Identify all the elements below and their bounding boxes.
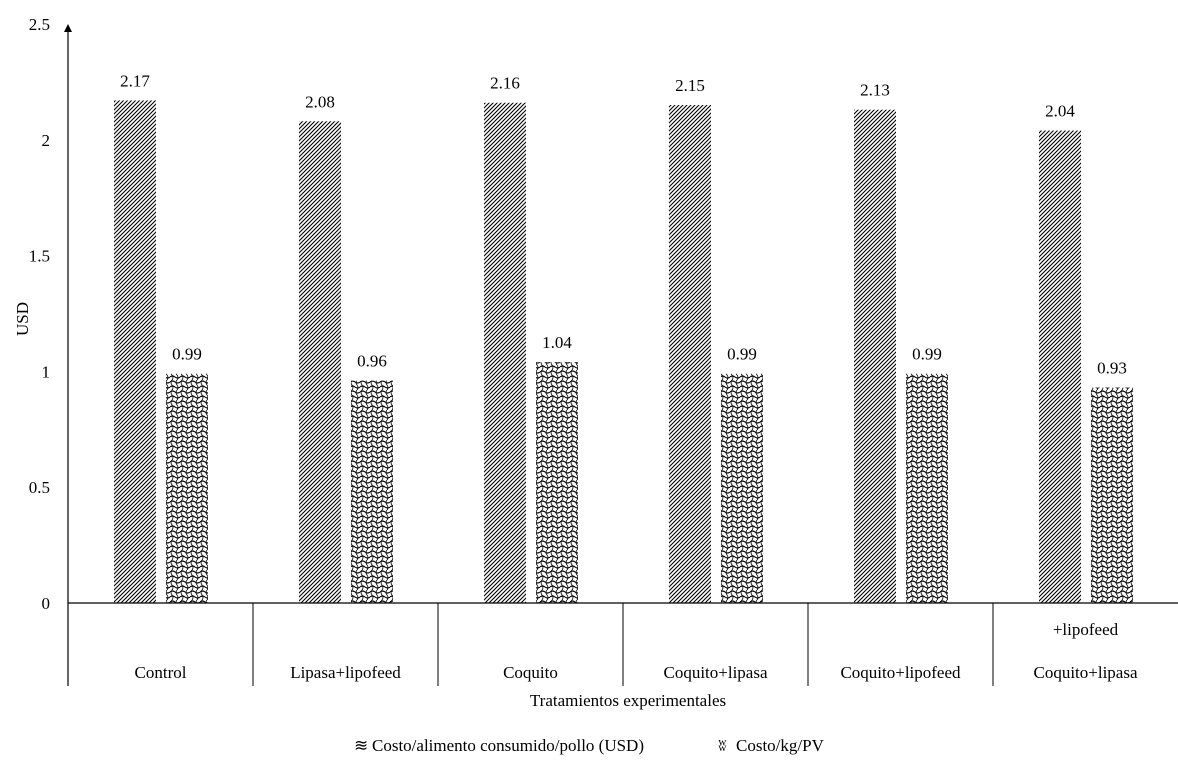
data-labels-group: 2.17 2.08 2.16 2.15 2.13 2.04 0.99 0.96 1.04 0.99… xyxy=(120,71,1127,377)
y-tick-label: 1 xyxy=(42,362,51,381)
legend: ≋ Costo/alimento consumido/pollo (USD) ʬ Co… xyxy=(354,736,825,755)
bar xyxy=(536,362,578,603)
bar xyxy=(1091,387,1133,603)
y-axis-ticks: 0 0.5 1 1.5 2 2.5 xyxy=(29,15,50,613)
y-tick-label: 2.5 xyxy=(29,15,50,34)
legend-marker-wave: ʬ xyxy=(718,736,727,755)
category-label: Coquito+lipasa xyxy=(1033,663,1137,682)
category-label: Coquito xyxy=(503,663,558,682)
category-labels-group: Control Lipasa+lipofeed Coquito Coquito+lip… xyxy=(135,620,1138,682)
data-label: 2.17 xyxy=(120,71,150,90)
bar xyxy=(166,373,208,603)
bar xyxy=(854,109,896,603)
bar xyxy=(721,373,763,603)
data-label: 0.99 xyxy=(912,345,942,364)
category-label: Control xyxy=(135,663,187,682)
data-label: 2.08 xyxy=(305,92,335,111)
data-label: 0.99 xyxy=(727,345,757,364)
legend-label: Costo/kg/PV xyxy=(736,736,825,755)
category-label: +lipofeed xyxy=(1053,620,1119,639)
bar xyxy=(484,102,526,603)
y-tick-label: 2 xyxy=(42,131,51,150)
bar xyxy=(906,373,948,603)
bar xyxy=(351,380,393,603)
data-label: 0.93 xyxy=(1097,359,1127,378)
category-label: Coquito+lipofeed xyxy=(840,663,961,682)
data-label: 2.13 xyxy=(860,81,890,100)
data-label: 1.04 xyxy=(542,333,572,352)
data-label: 2.16 xyxy=(490,74,520,93)
y-tick-label: 0 xyxy=(42,594,51,613)
axes-group xyxy=(64,24,1178,686)
y-axis-title: USD xyxy=(13,302,32,336)
data-label: 0.96 xyxy=(357,352,387,371)
data-label: 0.99 xyxy=(172,345,202,364)
bar xyxy=(669,105,711,603)
bar xyxy=(1039,130,1081,603)
y-axis-arrow xyxy=(64,24,72,32)
legend-label: Costo/alimento consumido/pollo (USD) xyxy=(372,736,644,755)
category-label: Coquito+lipasa xyxy=(663,663,767,682)
data-label: 2.15 xyxy=(675,76,705,95)
legend-marker-diagonal: ≋ xyxy=(354,736,368,755)
bars-group xyxy=(114,100,1133,603)
bar xyxy=(114,100,156,603)
y-tick-label: 1.5 xyxy=(29,247,50,266)
data-label: 2.04 xyxy=(1045,102,1075,121)
x-axis-title: Tratamientos experimentales xyxy=(530,691,726,710)
bar xyxy=(299,121,341,603)
category-label: Lipasa+lipofeed xyxy=(290,663,401,682)
y-tick-label: 0.5 xyxy=(29,478,50,497)
